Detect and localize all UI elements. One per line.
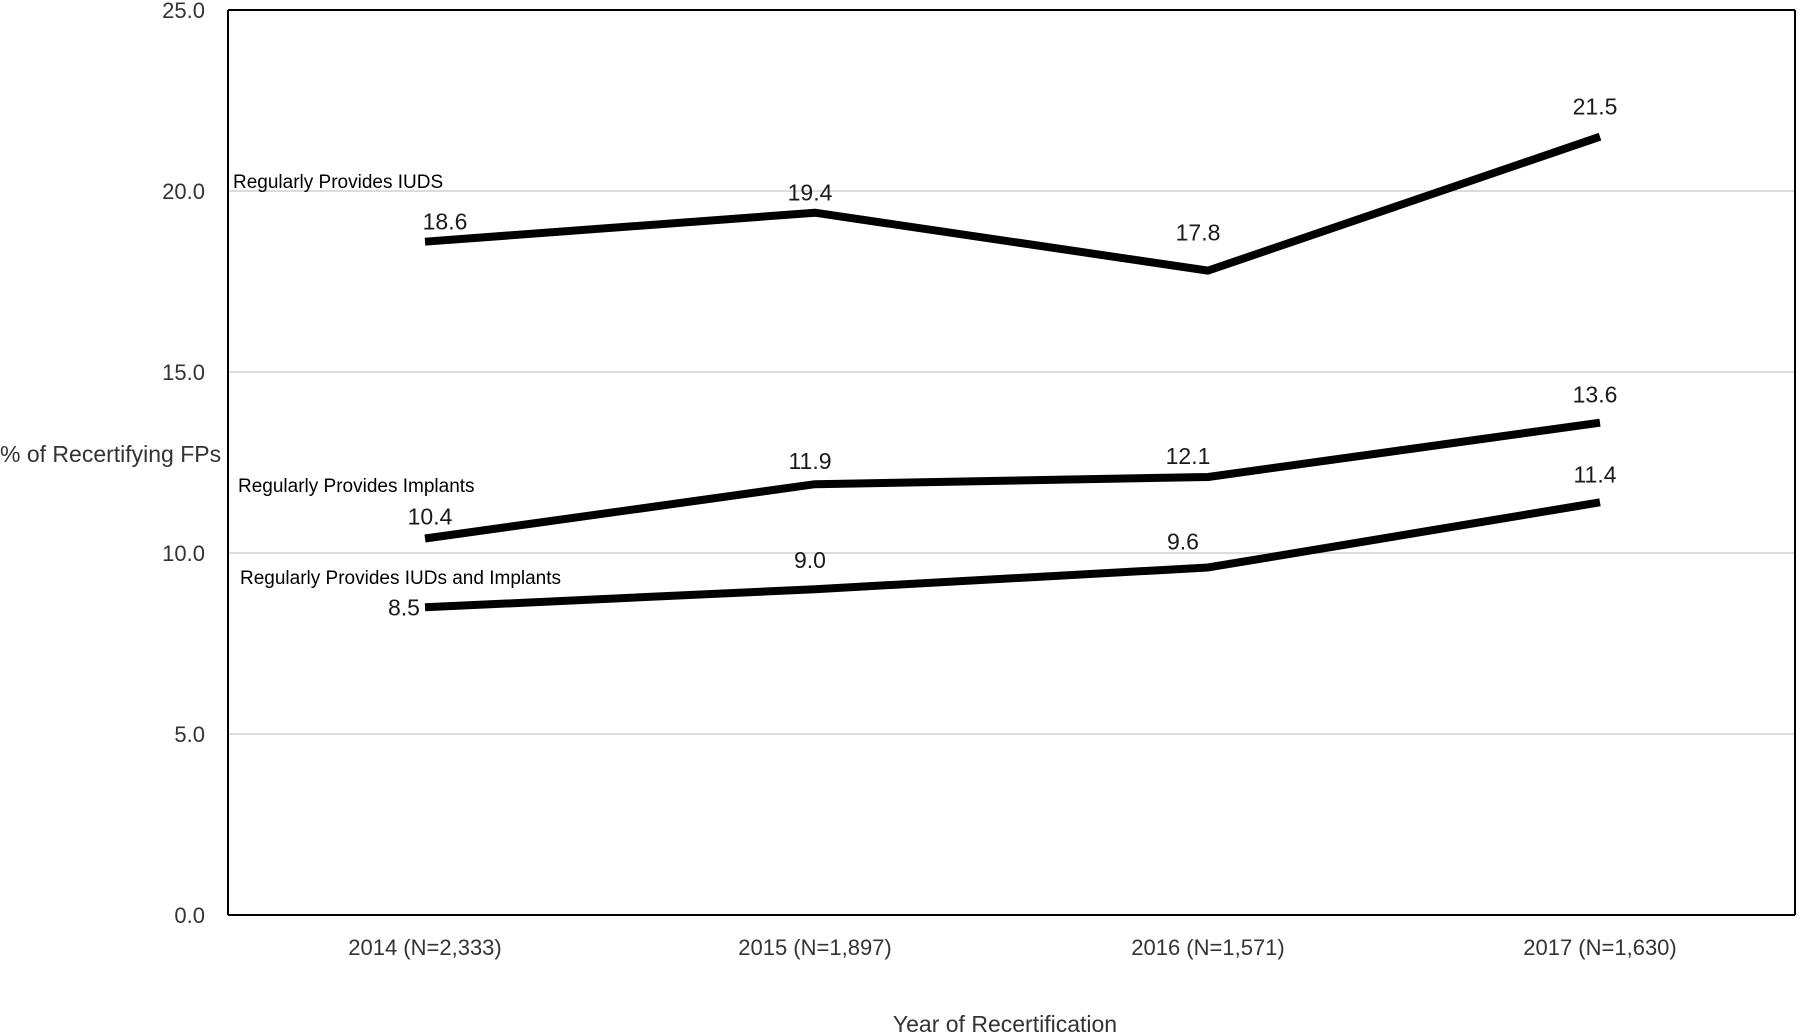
series-name-label: Regularly Provides IUDS: [233, 172, 443, 193]
data-label: 17.8: [1176, 220, 1221, 246]
x-tick-labels: 2014 (N=2,333) 2015 (N=1,897) 2016 (N=1,57…: [348, 935, 1677, 960]
series-line-0: [424, 132, 1602, 275]
data-label: 8.5: [388, 594, 420, 620]
data-label: 12.1: [1166, 443, 1211, 469]
y-tick-label: 20.0: [162, 179, 205, 204]
data-label: 13.6: [1573, 382, 1618, 408]
data-label: 19.4: [788, 180, 833, 206]
grid-lines: [228, 190, 1795, 735]
series-name-label: Regularly Provides IUDs and Implants: [240, 568, 561, 589]
series-line-1: [424, 418, 1601, 543]
y-tick-label: 15.0: [162, 360, 205, 385]
data-label: 11.4: [1573, 461, 1616, 487]
x-tick-label: 2017 (N=1,630): [1523, 935, 1677, 960]
y-axis-title: % of Recertifying FPs: [0, 441, 221, 467]
x-tick-label: 2016 (N=1,571): [1131, 935, 1285, 960]
series-lines: [424, 132, 1602, 612]
x-tick-label: 2015 (N=1,897): [738, 935, 892, 960]
data-label: 11.9: [788, 448, 831, 474]
x-axis-title: Year of Recertification: [893, 1011, 1117, 1034]
axes: [227, 9, 1796, 916]
data-labels: 18.6 19.4 17.8 21.5 10.4 11.9 12.1 13.6 8.5 9.0 9.…: [388, 94, 1617, 621]
data-label: 21.5: [1573, 94, 1618, 120]
series-line-2: [424, 498, 1601, 612]
series-name-label: Regularly Provides Implants: [238, 476, 475, 497]
y-tick-label: 10.0: [162, 541, 205, 566]
y-tick-label: 5.0: [174, 722, 205, 747]
data-label: 10.4: [408, 504, 453, 530]
y-tick-labels: 0.0 5.0 10.0 15.0 20.0 25.0: [162, 0, 205, 928]
x-tick-label: 2014 (N=2,333): [348, 935, 502, 960]
y-tick-label: 0.0: [174, 903, 205, 928]
data-label: 18.6: [423, 209, 468, 235]
series-names: Regularly Provides IUDS Regularly Provide…: [233, 172, 561, 589]
data-label: 9.0: [794, 547, 826, 573]
data-label: 9.6: [1167, 528, 1199, 554]
y-tick-label: 25.0: [162, 0, 205, 23]
